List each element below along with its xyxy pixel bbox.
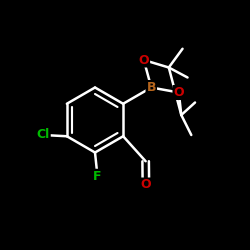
Text: O: O xyxy=(174,86,184,99)
Text: Cl: Cl xyxy=(36,128,50,141)
Text: B: B xyxy=(146,81,156,94)
Text: O: O xyxy=(140,178,151,192)
Text: F: F xyxy=(93,170,102,183)
Text: O: O xyxy=(138,54,149,66)
